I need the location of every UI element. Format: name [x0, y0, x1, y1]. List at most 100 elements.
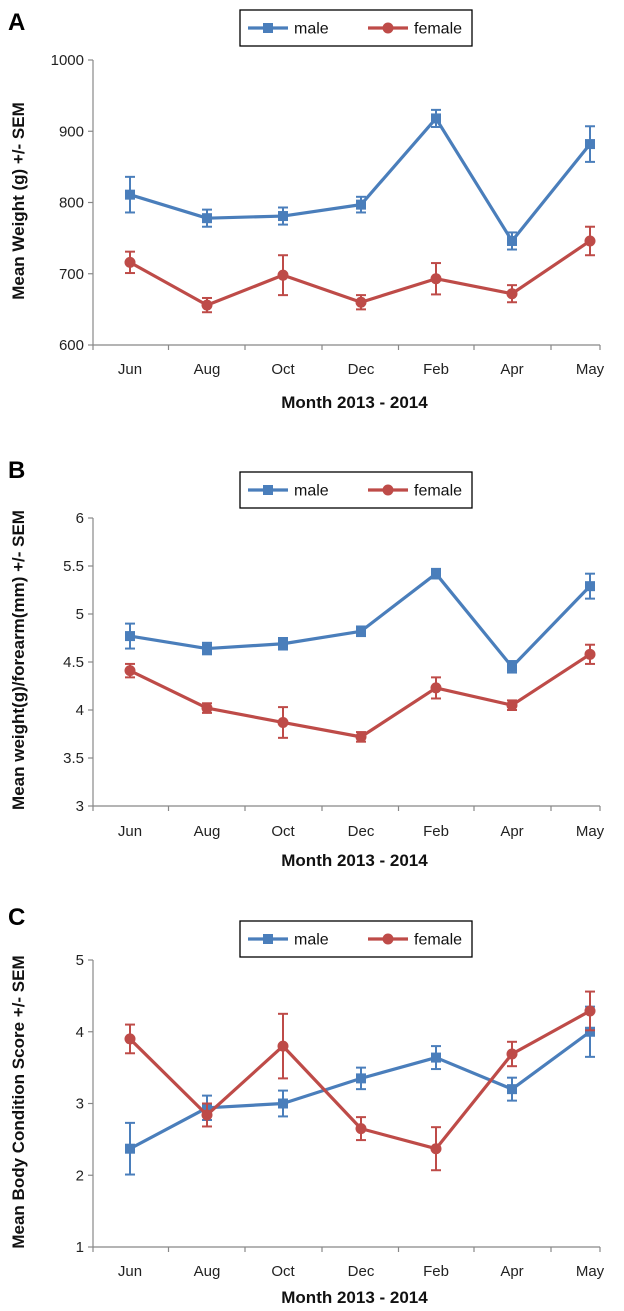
data-point — [356, 1073, 366, 1084]
data-point — [585, 139, 595, 150]
data-point — [431, 1052, 441, 1063]
y-tick-label: 4 — [76, 702, 84, 719]
x-tick-label: Feb — [423, 823, 449, 840]
data-point — [431, 113, 441, 124]
data-point — [202, 643, 212, 654]
legend-marker — [263, 934, 273, 944]
data-point — [584, 648, 596, 660]
data-point — [355, 296, 367, 308]
y-tick-label: 1000 — [51, 52, 84, 69]
x-tick-label: May — [576, 1263, 605, 1280]
data-point — [201, 1109, 213, 1121]
y-tick-label: 5 — [76, 606, 84, 623]
data-point — [507, 661, 517, 672]
y-tick-label: 3.5 — [63, 750, 84, 767]
data-point — [507, 1084, 517, 1095]
data-point — [585, 581, 595, 592]
y-tick-label: 3 — [76, 1096, 84, 1113]
y-tick-label: 800 — [59, 195, 84, 212]
x-tick-label: Aug — [194, 1263, 221, 1280]
chart-panel-b: B 3 3.5 4 4.5 5 5.5 6 Jun Aug Oct Dec Feb Apr May Month… — [8, 457, 605, 870]
x-axis-title: Month 2013 - 2014 — [281, 393, 428, 412]
y-tick-label: 6 — [76, 510, 84, 527]
data-point — [201, 299, 213, 311]
y-tick-label: 4.5 — [63, 654, 84, 671]
data-point — [585, 1026, 595, 1037]
y-tick-label: 5 — [76, 952, 84, 969]
data-point — [356, 199, 366, 210]
x-tick-label: Aug — [194, 361, 221, 378]
legend-label-male: male — [294, 932, 329, 949]
data-point — [506, 1048, 518, 1060]
data-point — [278, 211, 288, 222]
chart-panel-c: C 1 2 3 4 5 Jun Aug Oct Dec Feb Apr May Month 2013 - … — [8, 904, 605, 1307]
data-point — [277, 269, 289, 281]
x-axis-title: Month 2013 - 2014 — [281, 851, 428, 870]
y-axis-title: Mean Weight (g) +/- SEM — [9, 102, 28, 300]
y-axis-title: Mean Body Condition Score +/- SEM — [9, 955, 28, 1248]
series-female — [124, 643, 596, 743]
data-point — [124, 1033, 136, 1045]
legend-label-female: female — [414, 483, 462, 500]
x-tick-label: Apr — [500, 1263, 523, 1280]
y-tick-label: 600 — [59, 337, 84, 354]
x-tick-label: Feb — [423, 1263, 449, 1280]
x-tick-label: Feb — [423, 361, 449, 378]
legend: male female — [239, 920, 473, 958]
y-tick-label: 4 — [76, 1024, 84, 1041]
legend: male female — [239, 471, 473, 509]
panel-letter: A — [8, 9, 25, 36]
y-axis-title: Mean weight(g)/forearm(mm) +/- SEM — [9, 510, 28, 810]
data-point — [584, 1005, 596, 1017]
x-tick-label: Jun — [118, 823, 142, 840]
legend-label-female: female — [414, 932, 462, 949]
data-point — [506, 288, 518, 300]
x-tick-label: Apr — [500, 823, 523, 840]
data-point — [277, 1040, 289, 1052]
x-tick-label: Dec — [348, 1263, 375, 1280]
x-tick-label: Oct — [271, 1263, 295, 1280]
series-male — [125, 567, 595, 674]
data-point — [125, 1143, 135, 1154]
data-point — [278, 638, 288, 649]
series-male — [125, 108, 595, 251]
x-tick-label: Oct — [271, 823, 295, 840]
series-male — [125, 1005, 595, 1176]
data-point — [277, 716, 289, 728]
legend-label-male: male — [294, 21, 329, 38]
legend-label-male: male — [294, 483, 329, 500]
data-point — [124, 665, 136, 677]
data-point — [124, 256, 136, 268]
legend-marker — [382, 22, 394, 34]
data-point — [584, 235, 596, 247]
legend: male female — [239, 9, 473, 47]
data-point — [356, 626, 366, 637]
y-tick-label: 1 — [76, 1239, 84, 1256]
data-point — [506, 699, 518, 711]
panel-letter: C — [8, 904, 25, 931]
legend-marker — [263, 23, 273, 33]
series-female — [124, 225, 596, 314]
y-tick-label: 700 — [59, 266, 84, 283]
data-point — [430, 1143, 442, 1155]
legend-marker — [382, 484, 394, 496]
x-axis-title: Month 2013 - 2014 — [281, 1288, 428, 1307]
legend-marker — [382, 933, 394, 945]
y-tick-label: 900 — [59, 123, 84, 140]
data-point — [125, 631, 135, 642]
x-tick-label: Oct — [271, 361, 295, 378]
x-tick-label: May — [576, 361, 605, 378]
x-tick-label: Apr — [500, 361, 523, 378]
data-point — [431, 568, 441, 579]
y-tick-label: 3 — [76, 798, 84, 815]
series-female — [124, 990, 596, 1172]
data-point — [201, 702, 213, 714]
legend-label-female: female — [414, 21, 462, 38]
x-tick-label: Jun — [118, 361, 142, 378]
chart-panel-a: A 600 700 800 900 1000 Jun Aug Oct Dec Feb Apr May Mo… — [8, 9, 605, 412]
data-point — [507, 235, 517, 246]
x-tick-label: Dec — [348, 361, 375, 378]
legend-marker — [263, 485, 273, 495]
x-tick-label: Aug — [194, 823, 221, 840]
